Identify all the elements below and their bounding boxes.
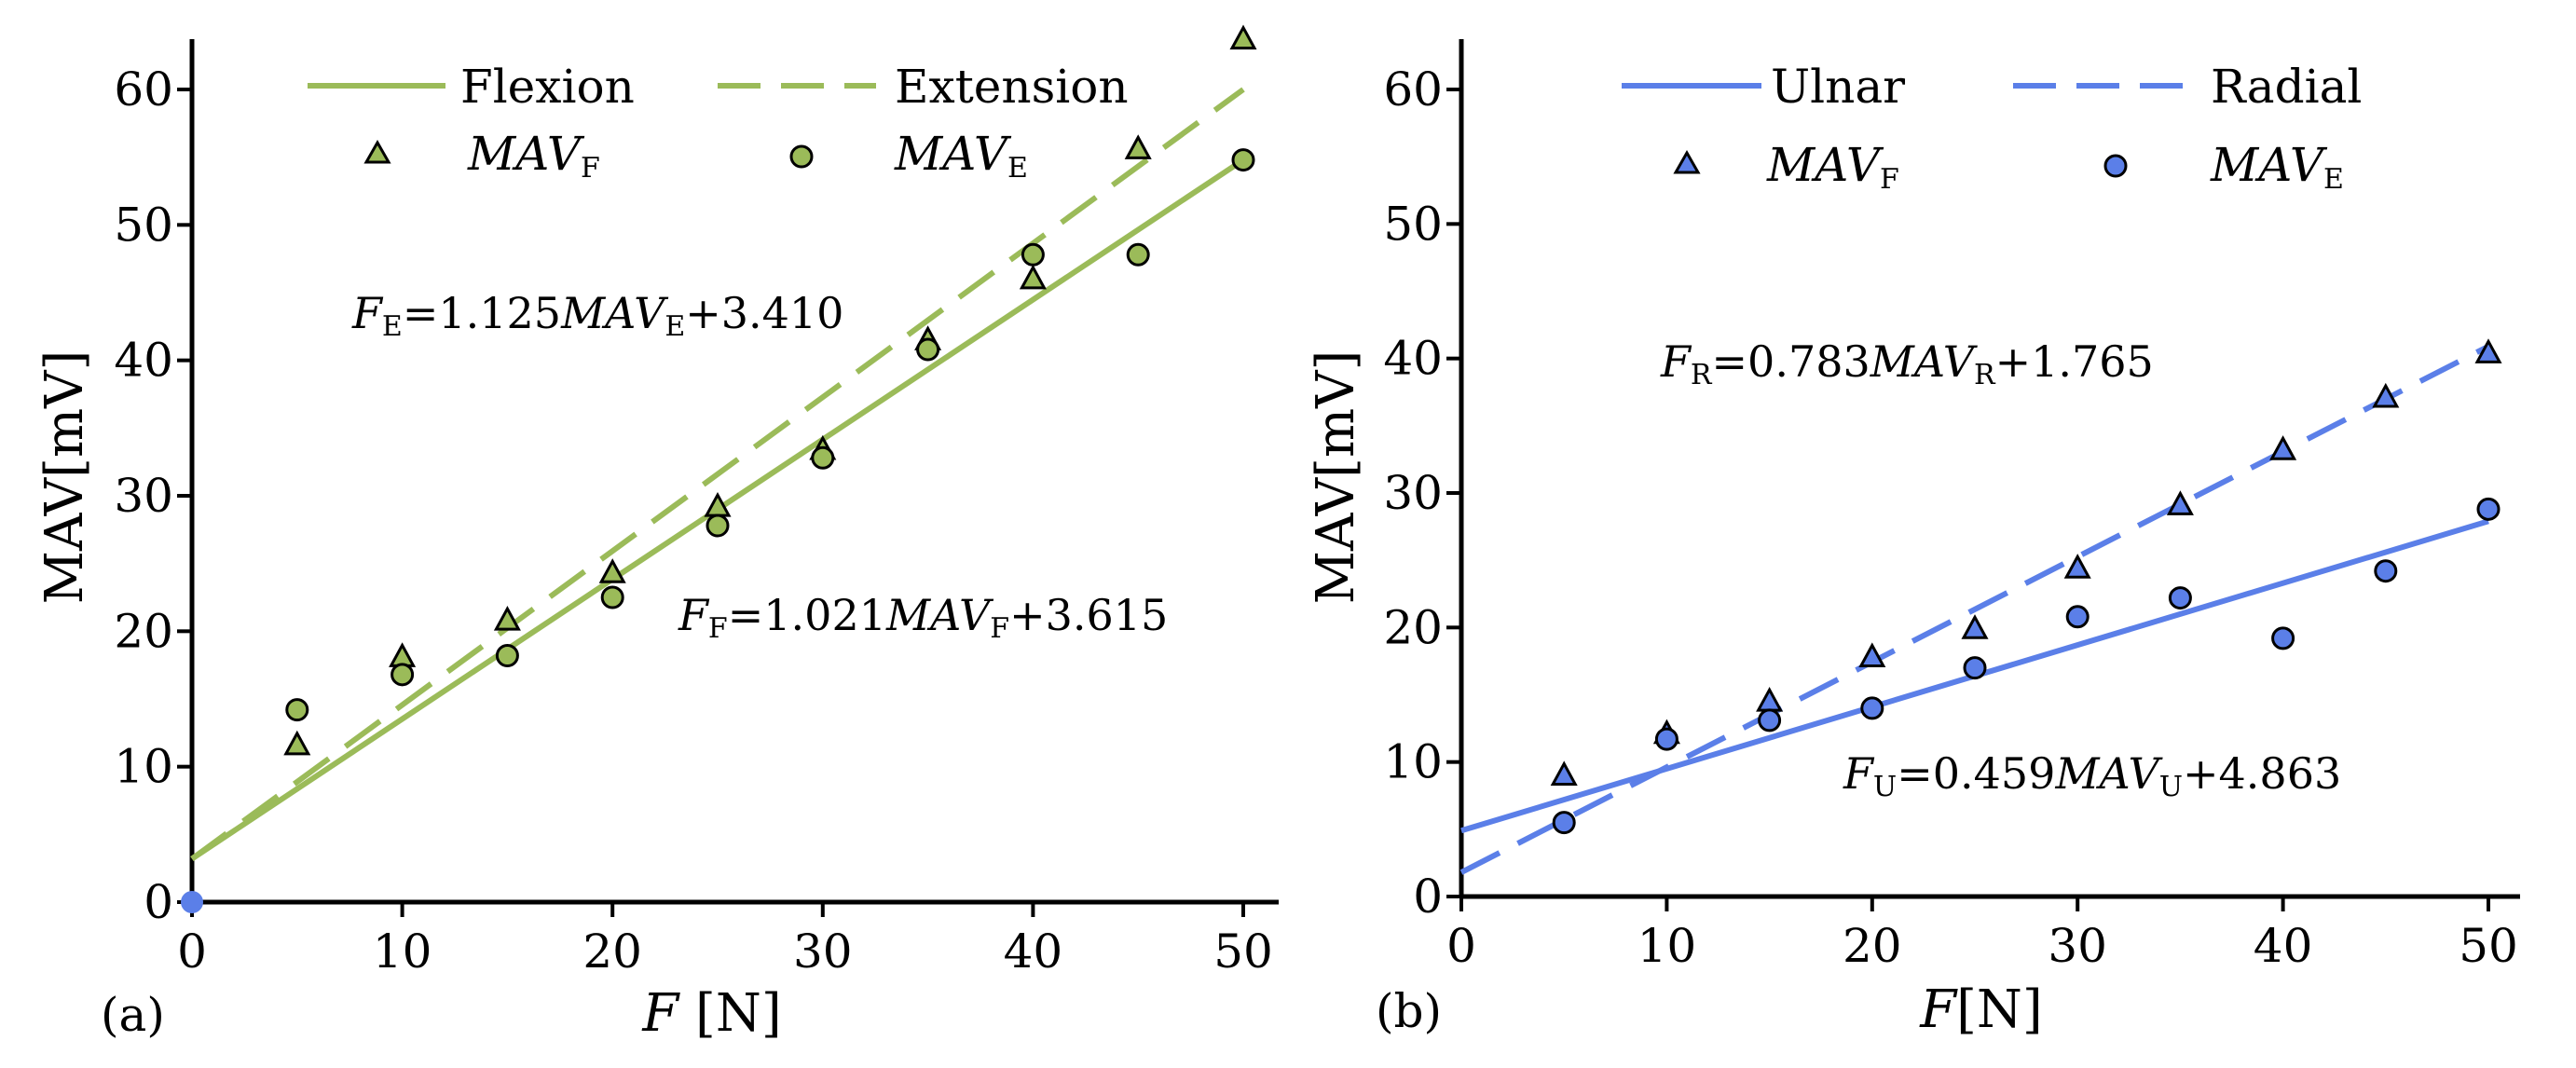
panel-a-x-tick-label: 10 <box>373 924 432 979</box>
panel-b-circle-point <box>1860 696 1884 720</box>
panel-b-y-tick-label: 0 <box>1413 869 1443 924</box>
panel-a-equation-flexion: FF=1.021MAVF+3.615 <box>678 590 1168 645</box>
panel-b-x-tick-label: 50 <box>2459 919 2518 973</box>
panel-b-x-tick-label: 0 <box>1446 919 1476 973</box>
panel-a-ticks: 0 10 20 30 40 50 0 10 20 30 40 50 60 <box>114 62 1272 979</box>
panel-a-triangle-point <box>389 642 417 667</box>
panel-a-y-tick-label: 50 <box>114 198 173 252</box>
panel-a-x-tick-label: 50 <box>1213 924 1273 979</box>
panel-a-circle-point <box>391 663 415 687</box>
panel-a-triangle-point <box>1124 134 1152 159</box>
panel-b-triangle-point <box>2166 490 2194 515</box>
panel-b-x-tick-label: 10 <box>1637 919 1697 973</box>
panel-a-circle-point <box>495 643 519 667</box>
panel-b-circle-point <box>1758 708 1782 733</box>
panel-b-legend-triangle-label: MAVF <box>1766 138 1899 196</box>
panel-b-legend-dashed-label: Radial <box>2211 60 2362 114</box>
panel-b-circle-point <box>2374 559 2398 583</box>
panel-b-triangle-point <box>1550 760 1578 787</box>
panel-b-y-tick-label: 30 <box>1383 466 1443 520</box>
panel-a-origin-marker <box>181 891 203 913</box>
panel-b-y-tick-label: 10 <box>1383 735 1443 789</box>
panel-a-label: (a) <box>101 988 165 1042</box>
panel-b-triangle-point <box>2372 382 2400 408</box>
panel-b-circle-point <box>1654 727 1679 751</box>
panel-a-x-tick-label: 40 <box>1004 924 1063 979</box>
panel-b-fit-radial <box>1459 344 2490 875</box>
panel-b-y-tick-label: 40 <box>1383 332 1443 386</box>
panel-a-y-tick-label: 40 <box>114 334 173 388</box>
panel-b-x-tick-label: 40 <box>2254 919 2313 973</box>
panel-b-y-tick-label: 20 <box>1383 600 1443 654</box>
panel-b-circle-point <box>2271 626 2295 650</box>
panel-b-legend: Ulnar Radial MAVF MAVE <box>1622 60 2362 196</box>
panel-b-circle-point <box>2065 605 2090 629</box>
panel-a-legend: Flexion Extension MAVF MAVE <box>308 60 1129 185</box>
panel-a-gridless-axes <box>189 39 1279 905</box>
panel-a-x-tick-label: 20 <box>582 924 642 979</box>
panel-a-y-tick-label: 10 <box>114 740 173 794</box>
panel-a-y-tick-label: 0 <box>144 875 173 929</box>
panel-b-axes <box>1459 39 2520 899</box>
panel-a-legend-circle-marker <box>789 144 814 169</box>
panel-b-triangle-point <box>1961 614 1989 639</box>
panel-a-x-axis-label: F [N] <box>641 983 781 1044</box>
panel-b-triangle-point <box>2474 338 2502 363</box>
panel-b-triangle-point <box>1858 642 1886 668</box>
panel-b-equation-radial: FR=0.783MAVR+1.765 <box>1660 336 2154 391</box>
panel-b-circle-point <box>1963 656 1987 680</box>
panel-b: 0 10 20 30 40 50 0 10 20 30 40 50 60 Ulnar Radial MA… <box>1306 39 2520 1040</box>
panel-a-fit-lines <box>190 87 1245 861</box>
panel-a-circle-point <box>811 445 835 470</box>
panel-a-circle-point <box>916 337 940 362</box>
panel-a-legend-solid-label: Flexion <box>460 60 635 114</box>
panel-b-legend-triangle-marker <box>1673 149 1701 174</box>
panel-b-data-points <box>1550 338 2502 835</box>
panel-a-circle-point <box>1021 242 1045 267</box>
panel-b-circle-point <box>2476 497 2501 521</box>
panel-a-legend-circle-label: MAVE <box>894 127 1028 185</box>
panel-b-legend-solid-label: Ulnar <box>1771 60 1905 114</box>
panel-b-y-tick-label: 60 <box>1383 62 1443 116</box>
panel-a-triangle-point <box>1229 24 1257 50</box>
panel-a-y-tick-label: 60 <box>114 62 173 116</box>
panel-a-equation-extension: FE=1.125MAVE+3.410 <box>351 288 843 343</box>
panel-a-triangle-point <box>598 558 626 583</box>
panel-b-x-tick-label: 30 <box>2048 919 2107 973</box>
panel-b-circle-point <box>1552 811 1576 835</box>
panel-b-y-tick-label: 50 <box>1383 197 1443 251</box>
panel-a-legend-dashed-label: Extension <box>895 60 1129 114</box>
panel-b-triangle-point <box>2063 554 2091 579</box>
panel-a-x-tick-label: 0 <box>177 924 207 979</box>
panel-b-x-axis-label: F[N] <box>1919 979 2043 1040</box>
panel-a-circle-point <box>600 585 624 609</box>
panel-a-legend-triangle-label: MAVF <box>467 127 600 185</box>
panel-b-legend-circle-label: MAVE <box>2210 138 2344 196</box>
panel-a-y-axis-label: MAV[mV] <box>34 350 95 605</box>
panel-a-circle-point <box>285 698 309 722</box>
panel-a-y-tick-label: 30 <box>114 469 173 523</box>
panel-a-x-tick-label: 30 <box>793 924 853 979</box>
panel-a: 0 10 20 30 40 50 0 10 20 30 40 50 60 Flexion Extensi… <box>34 24 1279 1044</box>
panel-a-data-points <box>283 24 1257 756</box>
panel-a-legend-triangle-marker <box>363 139 391 164</box>
panel-a-circle-point <box>706 513 730 538</box>
panel-a-fit-extension <box>190 87 1245 861</box>
panel-a-triangle-point <box>283 730 311 756</box>
panel-b-equation-ulnar: FU=0.459MAVU+4.863 <box>1843 748 2341 803</box>
panel-a-triangle-point <box>1019 264 1047 290</box>
panel-b-y-axis-label: MAV[mV] <box>1306 350 1366 605</box>
panel-b-triangle-point <box>2269 435 2297 460</box>
panel-b-circle-point <box>2168 586 2192 610</box>
panel-b-x-tick-label: 20 <box>1843 919 1902 973</box>
panel-b-legend-circle-marker <box>2103 154 2128 178</box>
panel-a-circle-point <box>1126 242 1150 267</box>
panel-a-y-tick-label: 20 <box>114 604 173 658</box>
panel-b-triangle-point <box>1756 687 1784 712</box>
panel-b-ticks: 0 10 20 30 40 50 0 10 20 30 40 50 60 <box>1383 62 2517 973</box>
panel-a-circle-point <box>1231 148 1255 172</box>
panel-a-triangle-point <box>493 606 521 631</box>
panel-b-label: (b) <box>1376 984 1442 1038</box>
